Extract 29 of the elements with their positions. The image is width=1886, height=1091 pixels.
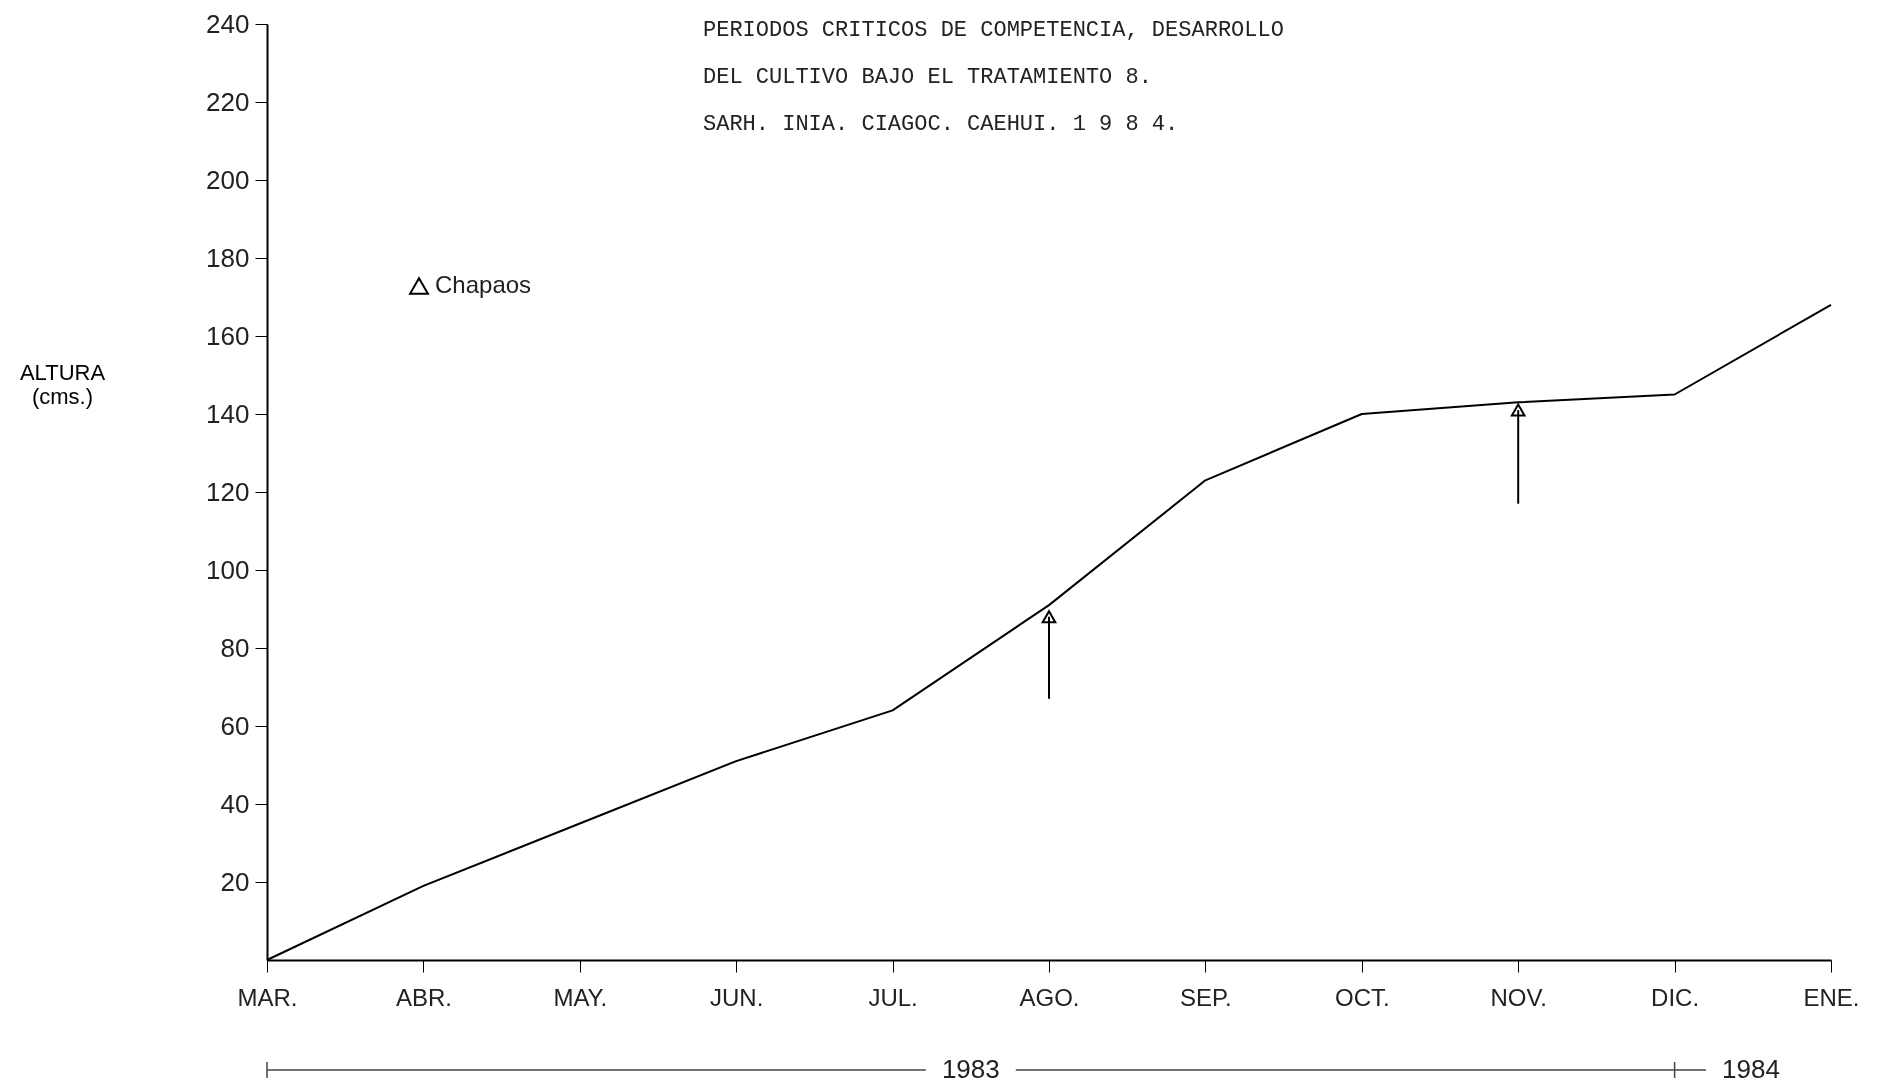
x-tick-label: MAR. <box>237 983 298 1011</box>
legend-label: Chapaos <box>435 271 532 298</box>
y-tick-label: 120 <box>206 476 250 507</box>
x-tick-label: JUN. <box>710 983 764 1011</box>
y-tick-label: 200 <box>206 164 250 195</box>
y-tick-label: 80 <box>220 632 250 663</box>
x-tick-label: MAY. <box>553 983 608 1011</box>
y-tick-label: 180 <box>206 242 250 273</box>
x-tick-label: OCT. <box>1334 983 1390 1011</box>
y-tick-label: 20 <box>220 866 250 897</box>
text: 1984 <box>1722 1054 1780 1084</box>
y-tick-label: 60 <box>220 710 250 741</box>
y-tick-label: 100 <box>206 554 250 585</box>
x-tick-label: SEP. <box>1180 983 1232 1011</box>
x-tick-label: NOV. <box>1490 983 1547 1011</box>
x-tick-label: DIC. <box>1651 983 1700 1011</box>
x-tick-label: ABR. <box>395 983 452 1011</box>
y-tick-label: 160 <box>206 320 250 351</box>
x-tick-label: ENE. <box>1803 983 1860 1011</box>
y-axis-title: ALTURA (cms.) <box>19 359 106 409</box>
text: 1983 <box>941 1054 1000 1084</box>
y-tick-label: 240 <box>206 8 250 39</box>
text: SARH. INIA. CIAGOC. CAEHUI. 1 9 8 4. <box>703 112 1179 137</box>
text: PERIODOS CRITICOS DE COMPETENCIA, DESARROLLO DEL CULTIVO BAJO EL TRATAMIENTO 8. <box>703 18 1284 90</box>
y-tick-label: 40 <box>220 788 250 819</box>
x-tick-label: AGO. <box>1019 983 1080 1011</box>
x-tick-label: JUL. <box>868 983 918 1011</box>
y-tick-label: 140 <box>206 398 250 429</box>
y-tick-label: 220 <box>206 86 250 117</box>
